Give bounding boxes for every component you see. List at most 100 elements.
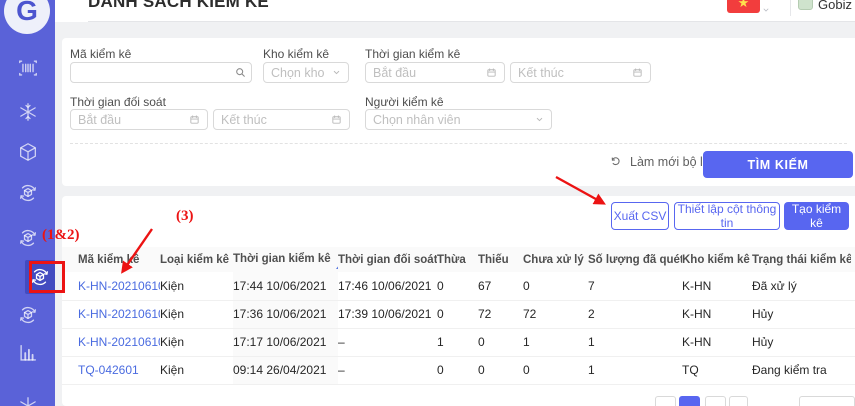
search-icon [234,66,247,79]
reset-filters-button[interactable]: Làm mới bộ lọc [610,155,716,169]
cell-recon-time: – [338,328,437,357]
cell-scanned: 2 [588,300,682,329]
recon-time-end-input[interactable]: Kết thúc [213,109,350,130]
pagination-prev-button[interactable] [655,396,676,406]
cell-type: Kiện [160,272,233,301]
staff-filter-label: Người kiểm kê [365,95,444,109]
warehouse-filter-label: Kho kiểm kê [263,47,330,61]
cell-warehouse: K-HN [682,272,752,301]
status-badge: Đã xử lý [752,272,851,301]
topbar-divider [790,0,791,16]
check-time-end-input[interactable]: Kết thúc [510,62,651,83]
status-badge: Đang kiểm tra [752,356,851,385]
calendar-icon [189,114,200,125]
check-time-start-input[interactable]: Bắt đầu [365,62,505,83]
annotation-rectangle [29,261,65,293]
inventory-code-link[interactable]: K-HN-2021061001 [78,335,160,349]
package-cube-icon[interactable] [0,135,55,169]
col-header-check-time-label: Thời gian kiểm kê [233,253,331,266]
filter-separator [70,143,847,144]
cell-scanned: 1 [588,356,682,385]
table-panel: Xuất CSV Thiết lập cột thông tin Tạo kiể… [62,196,855,406]
create-inventory-button[interactable]: Tạo kiểm kê [784,202,849,230]
col-header-check-time[interactable]: Thời gian kiểm kê [233,247,338,272]
cell-warehouse: TQ [682,356,752,385]
code-search-input[interactable] [70,62,252,83]
column-settings-button[interactable]: Thiết lập cột thông tin [674,202,780,230]
chevron-down-icon [535,115,544,124]
staff-select-placeholder: Chọn nhân viên [373,112,461,127]
cell-check-time: 17:17 10/06/2021 [233,328,338,357]
cell-surplus: 0 [437,272,478,301]
pagination-page-1-button[interactable] [679,396,700,406]
cell-shortage: 0 [478,356,523,385]
cell-shortage: 67 [478,272,523,301]
col-header-cut [851,247,855,272]
inventory-code-link[interactable]: K-HN-2021061003 [78,278,160,293]
gobiz-logo-icon: G [4,0,50,34]
inventory-code-link[interactable]: K-HN-2021061002 [78,307,160,321]
status-badge: Hủy [752,328,851,357]
refresh-icon [611,156,620,165]
date-placeholder: Bắt đầu [373,65,417,80]
page-title: DANH SÁCH KIỂM KÊ [88,0,269,11]
inventory-sync-icon[interactable] [0,298,55,332]
cell-shortage: 72 [478,300,523,329]
cell-type: Kiện [160,356,233,385]
reset-filters-label: Làm mới bộ lọc [630,155,717,169]
cell-unprocessed: 1 [523,328,588,357]
pagination-page-2-button[interactable] [705,396,726,406]
calendar-icon [331,114,342,125]
chevron-down-icon [332,68,341,77]
warehouse-select[interactable]: Chọn kho [263,62,349,83]
barcode-icon[interactable] [0,51,55,85]
cell-recon-time: – [338,356,437,385]
table-row: TQ-042601 Kiện 09:14 26/04/2021 – 0 0 0 … [62,356,855,385]
cell-cut [851,356,855,385]
vietnam-flag-icon[interactable]: ★ [727,0,760,13]
staff-select[interactable]: Chọn nhân viên [365,109,552,130]
snowflake-icon[interactable] [0,389,55,406]
inventory-table: Mã kiểm kê Loại kiểm kê Thời gian kiểm k… [62,247,855,385]
check-time-filter-label: Thời gian kiểm kê [365,47,461,61]
col-header-surplus: Thừa [437,247,478,272]
col-header-recon-time: Thời gian đối soát [338,247,437,272]
col-header-shortage: Thiếu [478,247,523,272]
date-placeholder: Kết thúc [221,112,267,127]
cell-scanned: 7 [588,272,682,301]
status-badge: Hủy [752,300,851,329]
snowflake-icon[interactable] [0,95,55,129]
cell-check-time: 17:36 10/06/2021 [233,300,338,329]
pagination-page-size-select[interactable] [799,396,855,406]
export-csv-button[interactable]: Xuất CSV [611,202,669,230]
cell-shortage: 0 [478,328,523,357]
bar-chart-icon[interactable] [0,336,55,370]
calendar-icon [486,67,497,78]
cell-warehouse: K-HN [682,328,752,357]
recon-time-filter-label: Thời gian đối soát [70,95,166,109]
table-row: K-HN-2021061003 Kiện 17:44 10/06/2021 17… [62,272,855,301]
language-chevron-down-icon[interactable] [761,1,771,19]
cell-unprocessed: 0 [523,356,588,385]
table-row: K-HN-2021061001 Kiện 17:17 10/06/2021 – … [62,328,855,357]
cell-unprocessed: 72 [523,300,588,329]
cell-unprocessed: 0 [523,272,588,301]
table-header-row: Mã kiểm kê Loại kiểm kê Thời gian kiểm k… [62,247,855,272]
cell-surplus: 1 [437,328,478,357]
inventory-sync-icon[interactable] [0,176,55,210]
cell-type: Kiện [160,328,233,357]
cell-recon-time: 17:46 10/06/2021 [338,272,437,301]
annotation-label-1and2: (1&2) [42,227,80,243]
inventory-code-link[interactable]: TQ-042601 [78,363,139,377]
annotation-label-3: (3) [176,208,194,224]
user-avatar[interactable] [798,0,813,10]
inventory-sync-icon[interactable] [0,221,55,255]
recon-time-start-input[interactable]: Bắt đầu [70,109,208,130]
search-button[interactable]: TÌM KIẾM [703,151,853,178]
cell-type: Kiện [160,300,233,329]
cell-check-time: 09:14 26/04/2021 [233,356,338,385]
pagination-next-button[interactable] [729,396,748,406]
user-name[interactable]: Gobiz [818,0,852,12]
col-header-status: Trạng thái kiểm kê [752,247,851,272]
